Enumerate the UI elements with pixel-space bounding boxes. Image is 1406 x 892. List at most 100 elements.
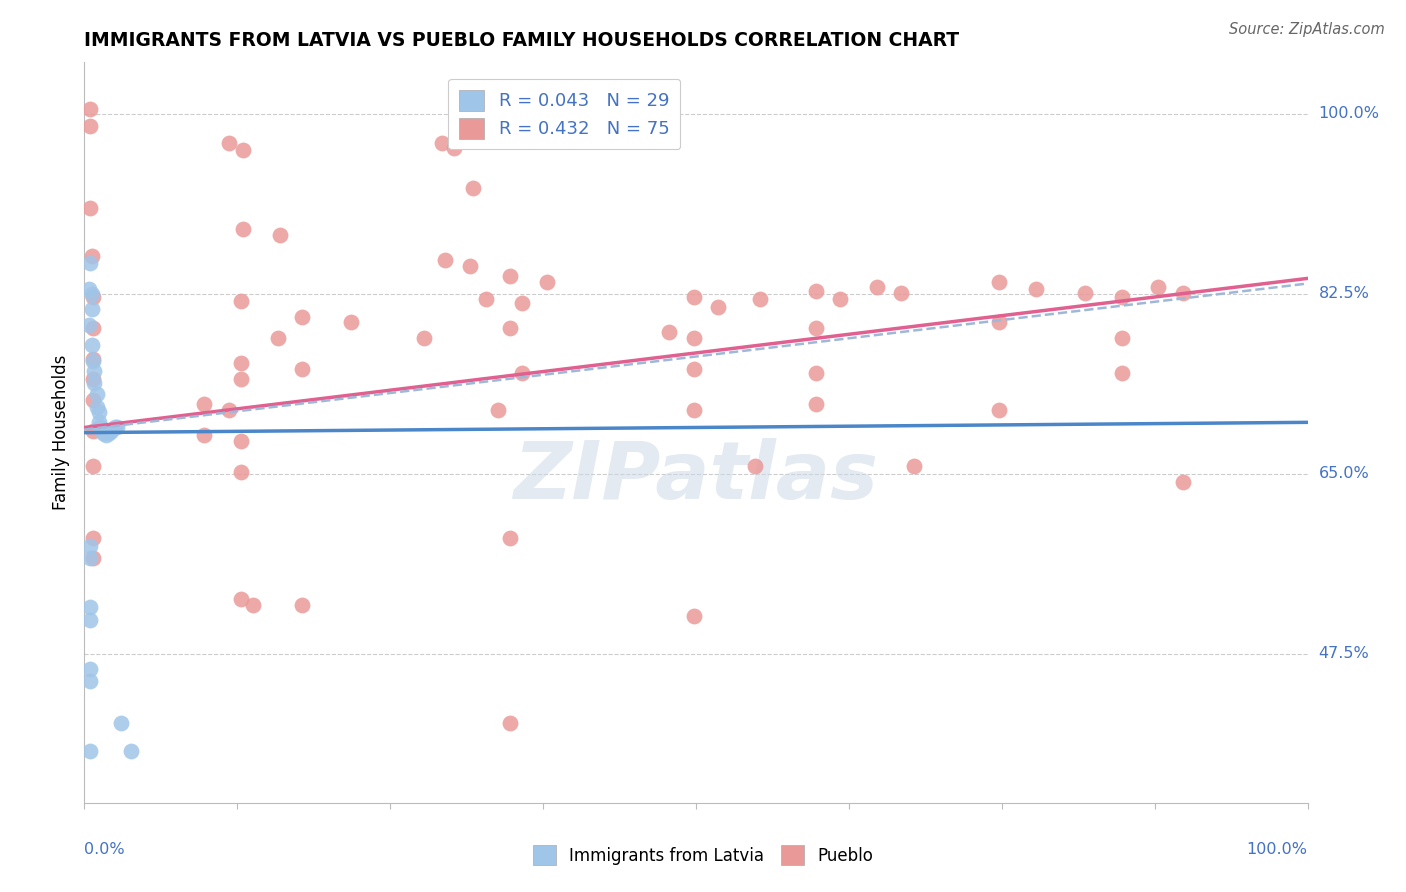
Text: 47.5%: 47.5% <box>1319 646 1369 661</box>
Point <box>443 141 465 155</box>
Point <box>866 279 889 293</box>
Point <box>291 362 314 376</box>
Point <box>80 249 103 263</box>
Point <box>434 252 457 267</box>
Point <box>707 300 730 314</box>
Point <box>193 397 215 411</box>
Point <box>229 372 252 386</box>
Point <box>269 228 291 243</box>
Point <box>110 715 132 730</box>
Point <box>79 674 101 689</box>
Point <box>91 425 114 440</box>
Point <box>77 282 100 296</box>
Text: 65.0%: 65.0% <box>1319 467 1369 482</box>
Point <box>510 296 533 310</box>
Point <box>97 425 120 440</box>
Point <box>804 284 827 298</box>
Point <box>340 315 363 329</box>
Point <box>82 531 104 545</box>
Point <box>682 608 704 623</box>
Point <box>463 181 485 195</box>
Point <box>1111 366 1133 380</box>
Point <box>229 356 252 370</box>
Point <box>82 392 104 407</box>
Point <box>499 531 522 545</box>
Point <box>229 293 252 308</box>
Point <box>79 600 101 615</box>
Point <box>413 331 436 345</box>
Y-axis label: Family Households: Family Households <box>52 355 70 510</box>
Point <box>82 458 104 473</box>
Point <box>458 259 481 273</box>
Point <box>87 415 110 429</box>
Point <box>83 364 105 378</box>
Point <box>79 662 101 676</box>
Point <box>79 539 101 553</box>
Point <box>80 302 103 317</box>
Point <box>291 310 314 325</box>
Point <box>82 353 104 368</box>
Point <box>266 331 288 345</box>
Point <box>79 202 101 216</box>
Point <box>82 424 104 438</box>
Text: ZIPatlas: ZIPatlas <box>513 438 879 516</box>
Point <box>120 744 142 758</box>
Point <box>486 403 509 417</box>
Text: Source: ZipAtlas.com: Source: ZipAtlas.com <box>1229 22 1385 37</box>
Point <box>804 320 827 334</box>
Point <box>193 427 215 442</box>
Point <box>291 599 314 613</box>
Point <box>474 292 496 306</box>
Point <box>104 420 127 434</box>
Legend: Immigrants from Latvia, Pueblo: Immigrants from Latvia, Pueblo <box>524 837 882 873</box>
Point <box>1025 282 1047 296</box>
Point <box>79 613 101 627</box>
Point <box>1111 331 1133 345</box>
Point <box>89 420 111 434</box>
Point <box>77 318 100 332</box>
Point <box>804 397 827 411</box>
Point <box>1147 279 1170 293</box>
Point <box>430 136 453 150</box>
Point <box>79 119 101 133</box>
Point <box>804 366 827 380</box>
Point <box>80 286 103 301</box>
Point <box>96 427 118 442</box>
Point <box>1171 475 1194 489</box>
Point <box>83 376 105 391</box>
Point <box>229 465 252 479</box>
Point <box>682 331 704 345</box>
Text: IMMIGRANTS FROM LATVIA VS PUEBLO FAMILY HOUSEHOLDS CORRELATION CHART: IMMIGRANTS FROM LATVIA VS PUEBLO FAMILY … <box>84 30 959 50</box>
Point <box>890 285 912 300</box>
Point <box>510 366 533 380</box>
Point <box>79 551 101 566</box>
Point <box>87 405 110 419</box>
Point <box>499 269 522 284</box>
Point <box>748 292 770 306</box>
Point <box>1074 285 1097 300</box>
Point <box>744 458 766 473</box>
Point <box>218 403 240 417</box>
Text: 82.5%: 82.5% <box>1319 286 1369 301</box>
Point <box>82 551 104 566</box>
Point <box>105 420 128 434</box>
Point <box>229 592 252 607</box>
Point <box>232 222 254 236</box>
Point <box>82 351 104 366</box>
Point <box>82 372 104 386</box>
Point <box>682 290 704 304</box>
Point <box>82 290 104 304</box>
Point <box>1111 290 1133 304</box>
Point <box>499 715 522 730</box>
Point <box>658 325 681 339</box>
Point <box>79 744 101 758</box>
Point <box>903 458 925 473</box>
Point <box>82 320 104 334</box>
Text: 100.0%: 100.0% <box>1247 842 1308 856</box>
Point <box>218 136 240 150</box>
Point <box>100 424 122 438</box>
Point <box>988 403 1011 417</box>
Point <box>86 400 108 414</box>
Point <box>536 276 558 290</box>
Point <box>80 338 103 352</box>
